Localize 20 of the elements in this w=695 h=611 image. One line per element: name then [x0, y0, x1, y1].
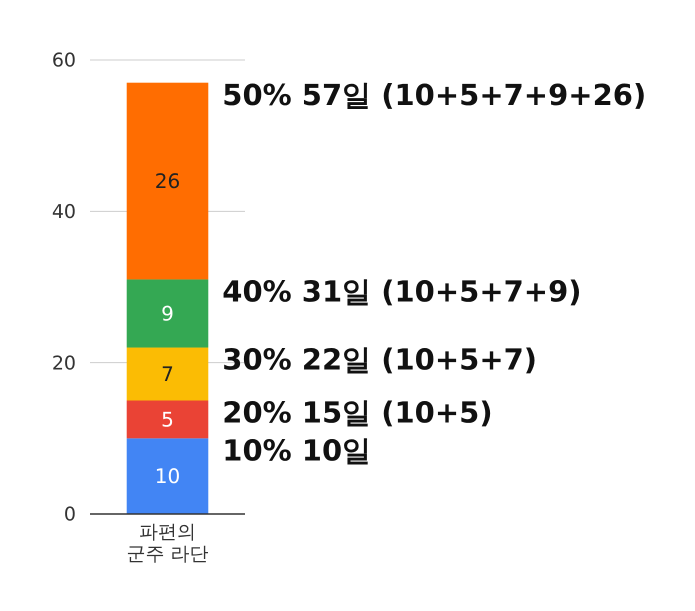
data-label: 5: [161, 407, 174, 432]
annotation: 30% 22일 (10+5+7): [222, 342, 538, 377]
y-tick-label: 0: [64, 504, 76, 526]
y-tick-label: 40: [52, 200, 76, 223]
data-label: 10: [154, 464, 180, 488]
y-tick-label: 20: [52, 352, 76, 374]
annotation: 20% 15일 (10+5): [222, 396, 493, 430]
y-tick-label: 60: [52, 50, 76, 72]
data-label: 9: [161, 301, 174, 326]
bar: [126, 348, 208, 400]
annotation: 40% 31일 (10+5+7+9): [222, 274, 582, 309]
annotation: 10% 10일: [222, 433, 372, 468]
x-tick-label: 파편의 군주 라단: [126, 521, 209, 565]
bar: [126, 400, 208, 438]
annotation: 50% 57일 (10+5+7+9+26): [222, 78, 646, 112]
bar: [126, 438, 208, 514]
data-label: 7: [161, 362, 174, 386]
bar: [126, 279, 208, 348]
bar: [126, 82, 208, 280]
data-label: 26: [154, 169, 180, 194]
